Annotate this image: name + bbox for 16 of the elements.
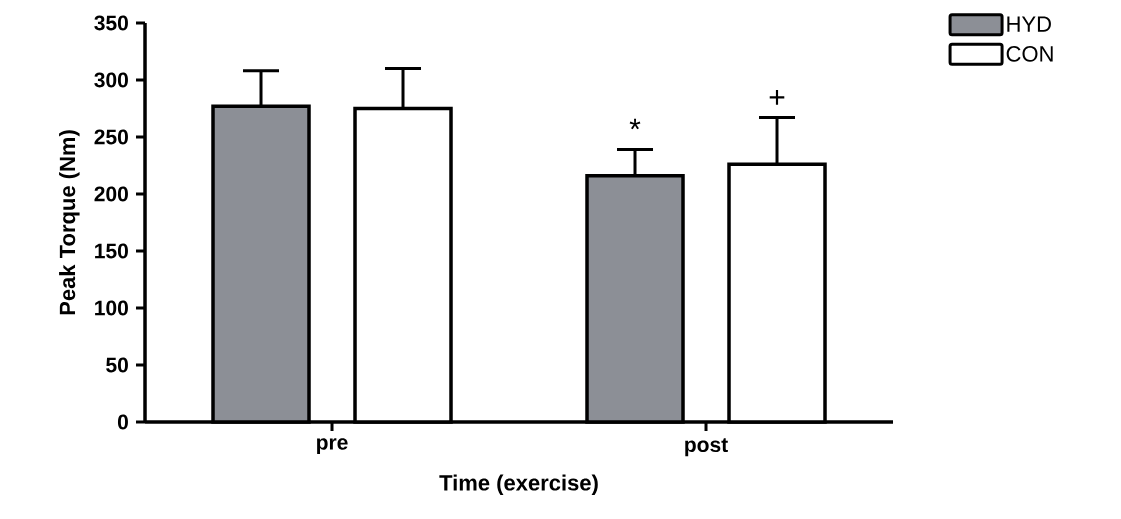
- y-tick-label: 0: [117, 414, 128, 430]
- y-tick-label: 200: [94, 186, 128, 202]
- annotation: *: [629, 118, 641, 130]
- annotation: +: [769, 90, 785, 105]
- legend-label: CON: [1006, 46, 1053, 62]
- y-tick-label: 250: [94, 129, 128, 145]
- y-tick-label: 150: [95, 243, 128, 259]
- x-axis-title: Time (exercise): [439, 474, 598, 495]
- y-tick-label: 350: [94, 15, 128, 31]
- y-axis-title: Peak Torque (Nm): [59, 130, 80, 315]
- y-tick-label: 300: [94, 72, 128, 88]
- y-tick-label: 50: [106, 357, 128, 373]
- x-tick-label: post: [685, 438, 728, 457]
- y-tick-label: 100: [95, 300, 128, 316]
- legend-label: HYD: [1007, 16, 1051, 32]
- x-tick-label: pre: [317, 438, 348, 454]
